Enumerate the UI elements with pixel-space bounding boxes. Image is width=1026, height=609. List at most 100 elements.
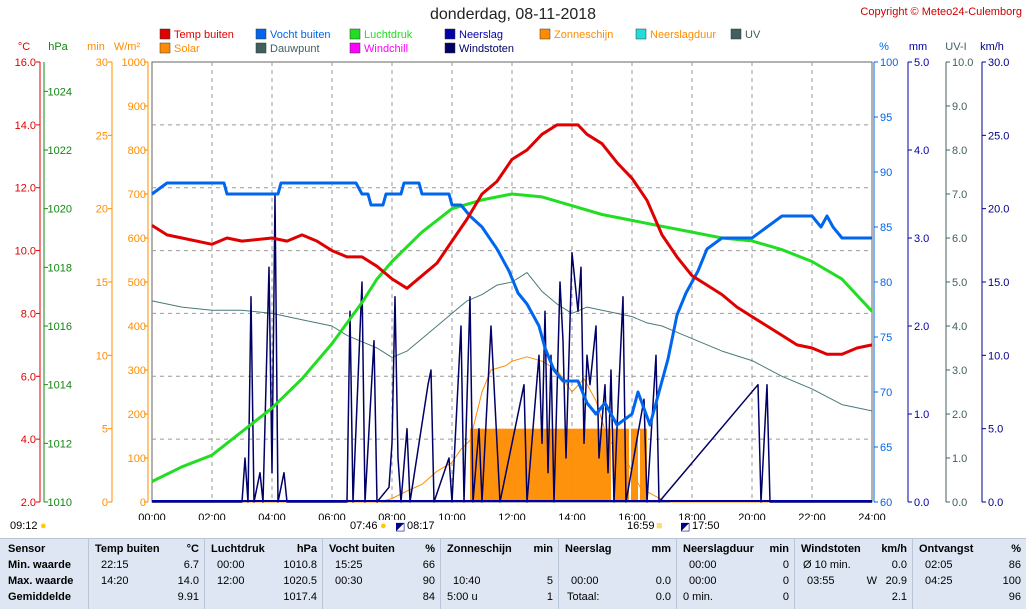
- humidity-min-value: 66: [422, 559, 435, 571]
- stats-gusts: Windstoten km/h Ø 10 min. 0.0 03:55 W 20.9 2…: [794, 539, 913, 609]
- humidity-unit: %: [425, 543, 435, 555]
- moonrise-icon: ◩: [395, 521, 406, 533]
- sunshine-gap: [611, 428, 613, 502]
- legend-label-windchill: Windchill: [364, 43, 408, 55]
- x-tick-label: 18:00: [678, 512, 706, 520]
- gusts-max-direction: W: [866, 575, 877, 587]
- stats-reception: Ontvangst% 02:05 86 04:25 100 96: [912, 539, 1026, 609]
- series-luchtdruk: [151, 192, 874, 483]
- rain-max-time: 00:00: [571, 575, 599, 587]
- sun-icon: ●: [40, 520, 47, 532]
- legend-swatch-solar: [159, 42, 171, 54]
- sunshine-unit: min: [533, 543, 553, 555]
- legend-swatch-uv: [730, 28, 742, 40]
- reception-max-value: 100: [1002, 575, 1021, 587]
- copyright: Copyright © Meteo24-Culemborg: [860, 6, 1022, 18]
- x-tick-label: 10:00: [438, 512, 466, 520]
- humidity-title: Vocht buiten: [329, 543, 395, 555]
- rainduration-min-value: 0: [782, 559, 789, 571]
- uv-tick-label: 1.0: [952, 453, 967, 465]
- series-temp-buiten: [151, 123, 873, 356]
- x-tick-label: 02:00: [198, 512, 226, 520]
- x-tick-label: 14:00: [558, 512, 586, 520]
- rain-tick-label: 2.0: [914, 321, 929, 333]
- humidity-max-value: 90: [422, 575, 435, 587]
- uv-tick-label: 7.0: [952, 189, 967, 201]
- moon-late-time: 17:50: [692, 520, 720, 532]
- solar-tick-label: 200: [128, 409, 146, 421]
- uv-tick-label: 6.0: [952, 233, 967, 245]
- temp-tick-label: 4.0: [21, 434, 36, 446]
- solar-unit-label: W/m²: [114, 41, 141, 53]
- sunset-icon: ■: [656, 520, 663, 532]
- sunrise-time: 07:46: [350, 520, 378, 532]
- x-tick-label: 20:00: [738, 512, 766, 520]
- x-tick-label: 08:00: [378, 512, 406, 520]
- rain-max-value: 0.0: [655, 575, 671, 587]
- sunshine-total-hours: 5:00 u: [447, 591, 478, 603]
- min-row-label: Min. waarde: [8, 559, 71, 571]
- solar-tick-label: 700: [128, 189, 146, 201]
- avg-row-label: Gemiddelde: [8, 591, 71, 603]
- reception-max-time: 04:25: [925, 575, 953, 587]
- humidity-max-time: 00:30: [335, 575, 363, 587]
- max-row-label: Max. waarde: [8, 575, 74, 587]
- wind-tick-label: 30.0: [988, 57, 1009, 69]
- rain-unit: mm: [651, 543, 671, 555]
- legend-swatch-dewpoint: [255, 42, 267, 54]
- legend-swatch-rain: [444, 28, 456, 40]
- temp-avg-value: 9.91: [177, 591, 199, 603]
- humidity-tick-label: 85: [880, 222, 892, 234]
- solar-tick-label: 900: [128, 101, 146, 113]
- temp-tick-label: 2.0: [21, 497, 36, 509]
- humidity-tick-label: 75: [880, 332, 892, 344]
- pressure-unit-label: hPa: [48, 41, 68, 53]
- temp-tick-label: 8.0: [21, 308, 36, 320]
- sunrise-icon: ●: [380, 520, 387, 532]
- sunshine-title: Zonneschijn: [447, 543, 512, 555]
- reception-title: Ontvangst: [919, 543, 974, 555]
- rain-tick-label: 5.0: [914, 57, 929, 69]
- sensor-header: Sensor: [8, 543, 46, 555]
- sunshine-gap: [638, 428, 640, 502]
- rainduration-title: Neerslagduur: [683, 543, 754, 555]
- statistics-table: Sensor Min. waarde Max. waarde Gemiddeld…: [0, 538, 1026, 609]
- legend-label-solar: Solar: [174, 43, 200, 55]
- legend-swatch-windchill: [349, 42, 361, 54]
- legend-label-gusts: Windstoten: [459, 43, 514, 55]
- rain-total-value: 0.0: [655, 591, 671, 603]
- gusts-max-value: 20.9: [885, 575, 907, 587]
- stats-rain: Neerslag mm 00:00 0.0 Totaal: 0.0: [558, 539, 677, 609]
- rainduration-unit: min: [769, 543, 789, 555]
- humidity-unit-label: %: [879, 41, 889, 53]
- weather-chart: 00:00 02:00 04:00 06:00 08:00 10:00 12:00 14:00…: [15, 28, 1009, 520]
- humidity-tick-label: 100: [880, 57, 898, 69]
- humidity-tick-label: 95: [880, 112, 892, 124]
- uv-tick-label: 5.0: [952, 277, 967, 289]
- uv-tick-label: 9.0: [952, 101, 967, 113]
- rainduration-min-time: 00:00: [689, 559, 717, 571]
- pressure-avg-value: 1017.4: [283, 591, 317, 603]
- legend-swatch-sunshine: [539, 28, 551, 40]
- x-tick-label: 22:00: [798, 512, 826, 520]
- pressure-unit: hPa: [296, 543, 317, 555]
- wind-tick-label: 25.0: [988, 130, 1009, 142]
- sunshine-tick-label: 0: [102, 497, 108, 509]
- rain-title: Neerslag: [565, 543, 612, 555]
- rain-tick-label: 4.0: [914, 145, 929, 157]
- solar-tick-label: 400: [128, 321, 146, 333]
- temp-tick-label: 12.0: [15, 183, 36, 195]
- rain-tick-label: 1.0: [914, 409, 929, 421]
- temp-tick-label: 14.0: [15, 120, 36, 132]
- rain-tick-label: 0.0: [914, 497, 929, 509]
- temp-tick-label: 10.0: [15, 246, 36, 258]
- temp-title: Temp buiten: [95, 543, 160, 555]
- pressure-tick-label: 1014: [48, 380, 72, 392]
- legend-swatch-humidity: [255, 28, 267, 40]
- temp-unit: °C: [186, 543, 199, 555]
- temp-unit-label: °C: [18, 41, 30, 53]
- x-tick-label: 04:00: [258, 512, 286, 520]
- sunset-time: 16:59: [627, 520, 655, 532]
- gusts-title: Windstoten: [801, 543, 861, 555]
- pressure-max-value: 1020.5: [283, 575, 317, 587]
